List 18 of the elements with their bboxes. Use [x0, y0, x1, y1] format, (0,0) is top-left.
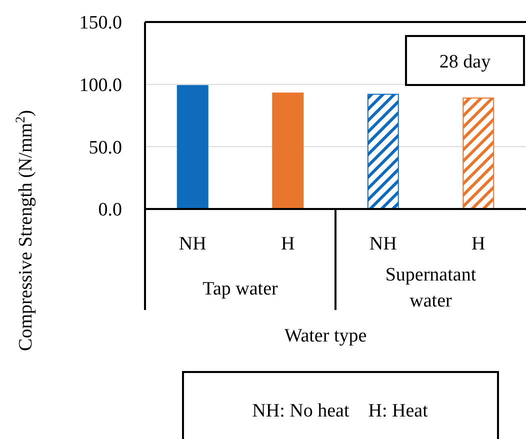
- y-tick-label: 100.0: [79, 74, 122, 96]
- bar: [462, 98, 494, 210]
- text: Supernatant water: [385, 264, 477, 312]
- y-tick-label: 150.0: [79, 12, 122, 34]
- bar: [367, 94, 399, 210]
- annotation: 28 day: [439, 52, 492, 73]
- x-tick-label: H: [472, 234, 486, 255]
- key-box: NH: No heat H: Heat: [182, 371, 499, 439]
- text: Tap water: [202, 278, 278, 300]
- y-tick-label: 0.0: [98, 200, 122, 221]
- y-tick-label: 50.0: [88, 137, 122, 158]
- x-tick-label: H: [281, 234, 296, 255]
- x-tick-label: NH: [369, 234, 398, 255]
- x-axis-title: Water type: [284, 326, 367, 347]
- x-tick-label: NH: [178, 234, 207, 255]
- bar: [272, 92, 304, 210]
- bar: [176, 85, 208, 210]
- label-box: 28 day: [405, 35, 525, 86]
